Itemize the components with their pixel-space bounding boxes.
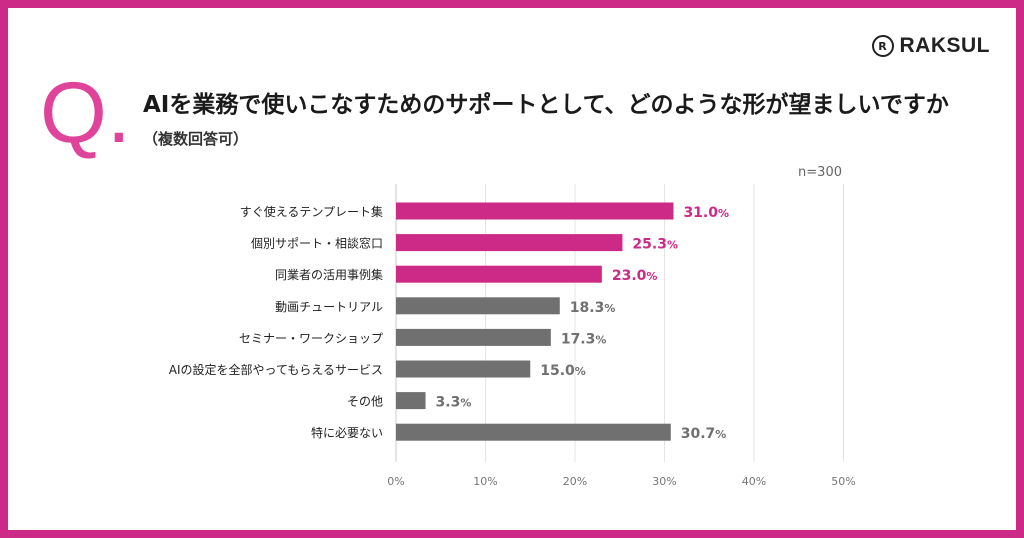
bar: [396, 202, 674, 220]
x-tick-label: 10%: [473, 475, 497, 488]
bar: [396, 423, 671, 441]
category-label: AIの設定を全部やってもらえるサービス: [169, 362, 383, 377]
x-tick-label: 0%: [387, 475, 404, 488]
x-tick-label: 50%: [831, 475, 855, 488]
sample-size-note: n=300: [798, 165, 842, 180]
brand-name: RAKSUL: [899, 34, 990, 57]
data-label: 31.0%: [683, 205, 729, 221]
category-label: 特に必要ない: [311, 425, 383, 440]
category-label: 動画チュートリアル: [275, 300, 383, 314]
question-mark: Q.: [40, 65, 131, 161]
category-label: 同業者の活用事例集: [275, 267, 383, 282]
raksul-logo-icon: R: [871, 35, 894, 57]
bar: [396, 360, 531, 378]
bar: [396, 265, 602, 283]
category-label: 個別サポート・相談窓口: [251, 236, 383, 251]
data-label: 3.3%: [436, 395, 472, 411]
x-tick-label: 20%: [563, 475, 587, 488]
brand-logo: R RAKSUL: [871, 34, 991, 58]
data-label: 18.3%: [570, 300, 616, 316]
x-tick-label: 30%: [652, 475, 676, 488]
bar: [396, 392, 426, 410]
data-label: 23.0%: [612, 268, 658, 284]
bar: [396, 328, 551, 346]
bar: [396, 297, 560, 315]
data-label: 25.3%: [632, 237, 678, 253]
data-label: 17.3%: [561, 331, 607, 347]
data-label: 15.0%: [540, 363, 586, 379]
question-subtitle: （複数回答可）: [143, 130, 249, 148]
category-label: セミナー・ワークショップ: [239, 331, 383, 345]
x-tick-label: 40%: [742, 475, 766, 488]
bar: [396, 234, 623, 252]
question-title: AIを業務で使いこなすためのサポートとして、どのような形が望ましいですか: [143, 92, 949, 118]
category-label: その他: [347, 395, 383, 409]
data-label: 30.7%: [681, 426, 727, 442]
category-label: すぐ使えるテンプレート集: [240, 204, 383, 219]
